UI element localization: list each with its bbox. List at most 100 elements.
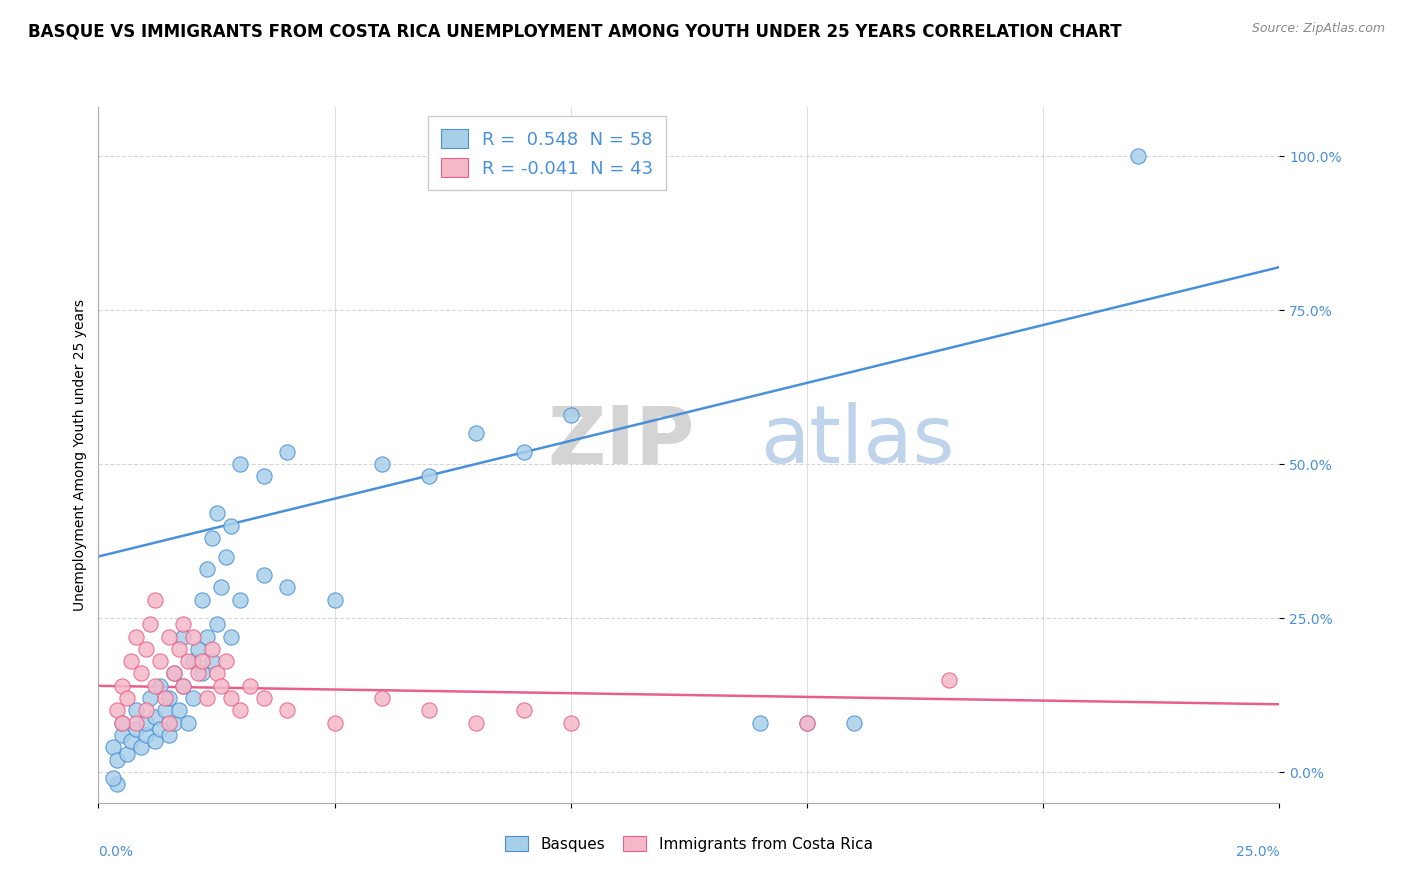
Point [135, 641, 157, 656]
Point [195, 630, 218, 644]
Point [465, 426, 488, 441]
Point [172, 617, 194, 632]
Point [229, 703, 252, 717]
Point [191, 654, 214, 668]
Point [219, 518, 242, 533]
Point [253, 469, 276, 483]
Point [111, 679, 134, 693]
Point [167, 641, 190, 656]
Point [135, 728, 157, 742]
Point [163, 666, 186, 681]
Point [129, 740, 152, 755]
Point [276, 580, 298, 594]
Point [796, 715, 818, 730]
Point [205, 617, 228, 632]
Point [748, 715, 770, 730]
Point [157, 728, 180, 742]
Point [201, 641, 224, 656]
Point [239, 679, 262, 693]
Point [125, 703, 148, 717]
Y-axis label: Unemployment Among Youth under 25 years: Unemployment Among Youth under 25 years [73, 299, 87, 611]
Point [796, 715, 818, 730]
Point [177, 654, 200, 668]
Point [229, 457, 252, 471]
Point [135, 703, 157, 717]
Point [139, 691, 162, 706]
Point [157, 630, 180, 644]
Point [465, 715, 488, 730]
Point [172, 679, 194, 693]
Point [111, 728, 134, 742]
Point [135, 715, 157, 730]
Text: 25.0%: 25.0% [1236, 845, 1279, 858]
Point [323, 715, 346, 730]
Point [163, 715, 186, 730]
Point [187, 666, 209, 681]
Point [143, 679, 166, 693]
Text: atlas: atlas [759, 402, 955, 480]
Point [149, 679, 172, 693]
Point [195, 691, 218, 706]
Point [253, 691, 276, 706]
Point [101, 771, 124, 785]
Point [229, 592, 252, 607]
Point [139, 617, 162, 632]
Point [205, 507, 228, 521]
Point [125, 715, 148, 730]
Point [219, 691, 242, 706]
Point [111, 715, 134, 730]
Point [512, 445, 534, 459]
Point [149, 654, 172, 668]
Point [163, 666, 186, 681]
Point [153, 691, 176, 706]
Text: 0.0%: 0.0% [98, 845, 134, 858]
Point [276, 703, 298, 717]
Point [938, 673, 960, 687]
Point [201, 531, 224, 545]
Point [101, 740, 124, 755]
Point [205, 666, 228, 681]
Text: ZIP: ZIP [547, 402, 695, 480]
Point [167, 703, 190, 717]
Point [115, 691, 138, 706]
Point [157, 691, 180, 706]
Point [418, 703, 440, 717]
Point [115, 747, 138, 761]
Point [512, 703, 534, 717]
Point [149, 722, 172, 736]
Point [111, 715, 134, 730]
Point [201, 654, 224, 668]
Point [181, 654, 204, 668]
Point [844, 715, 866, 730]
Point [177, 715, 200, 730]
Point [191, 592, 214, 607]
Point [105, 777, 128, 791]
Point [1126, 149, 1149, 163]
Text: Source: ZipAtlas.com: Source: ZipAtlas.com [1251, 22, 1385, 36]
Point [191, 666, 214, 681]
Point [560, 715, 582, 730]
Point [371, 691, 394, 706]
Point [418, 469, 440, 483]
Point [143, 709, 166, 723]
Point [215, 654, 238, 668]
Point [121, 654, 143, 668]
Point [560, 408, 582, 422]
Point [209, 580, 232, 594]
Point [153, 703, 176, 717]
Point [172, 630, 194, 644]
Point [172, 679, 194, 693]
Point [371, 457, 394, 471]
Point [143, 734, 166, 748]
Point [253, 568, 276, 582]
Legend: Basques, Immigrants from Costa Rica: Basques, Immigrants from Costa Rica [499, 830, 879, 858]
Point [181, 691, 204, 706]
Point [181, 630, 204, 644]
Point [215, 549, 238, 564]
Text: BASQUE VS IMMIGRANTS FROM COSTA RICA UNEMPLOYMENT AMONG YOUTH UNDER 25 YEARS COR: BASQUE VS IMMIGRANTS FROM COSTA RICA UNE… [28, 22, 1122, 40]
Point [157, 715, 180, 730]
Point [187, 641, 209, 656]
Point [125, 630, 148, 644]
Point [105, 703, 128, 717]
Point [121, 734, 143, 748]
